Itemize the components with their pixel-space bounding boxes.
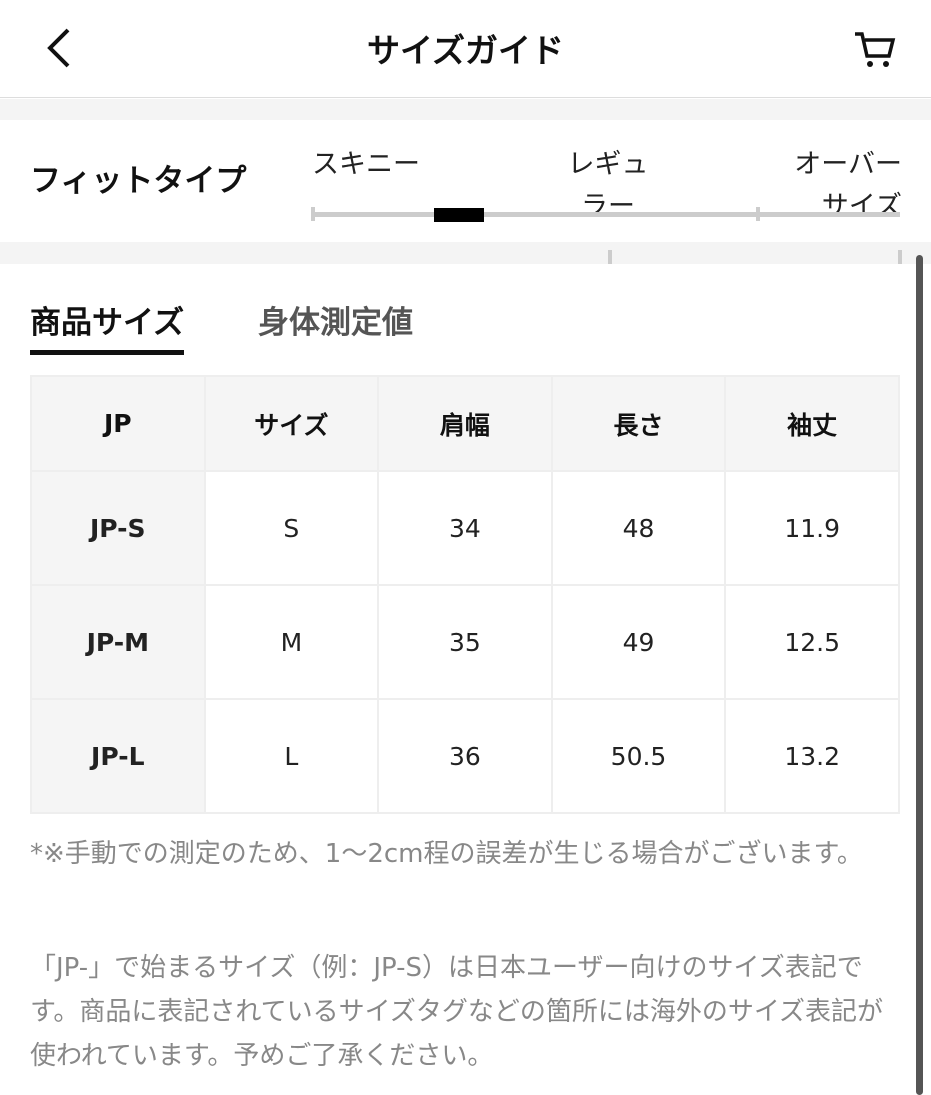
fit-option-label: スキニー bbox=[312, 149, 420, 180]
cell: 12.5 bbox=[724, 584, 900, 700]
cell: 13.2 bbox=[724, 698, 900, 814]
header-length: 長さ bbox=[550, 375, 727, 472]
cell: JP-L bbox=[30, 698, 206, 814]
cell: 11.9 bbox=[724, 470, 900, 586]
jp-size-note: 「JP-」で始まるサイズ（例：JP-S）は日本ユーザー向けのサイズ表記です。商品… bbox=[30, 953, 884, 1071]
fit-slider-track bbox=[312, 212, 900, 217]
measurement-note: *※手動での測定のため、1〜2cm程の誤差が生じる場合がございます。 bbox=[30, 839, 863, 869]
cell: 49 bbox=[550, 584, 727, 700]
tab-product-size[interactable]: 商品サイズ bbox=[30, 297, 185, 355]
slider-tick bbox=[898, 250, 902, 264]
size-table: JP サイズ 肩幅 長さ 袖丈 JP-S S 34 48 11.9 JP-M M… bbox=[30, 375, 900, 814]
header-size: サイズ bbox=[203, 375, 380, 472]
header-jp: JP bbox=[30, 375, 206, 472]
divider-band bbox=[0, 242, 931, 264]
cell: 35 bbox=[377, 584, 553, 700]
cell: M bbox=[203, 584, 380, 700]
table-row: JP-L L 36 50.5 13.2 bbox=[30, 698, 900, 814]
header-sleeve: 袖丈 bbox=[724, 375, 900, 472]
fit-option-label: サイズ bbox=[821, 191, 902, 222]
cart-icon[interactable] bbox=[852, 28, 898, 70]
fit-option-regular[interactable]: レギュラー bbox=[566, 144, 650, 228]
scrollbar[interactable] bbox=[916, 255, 923, 1095]
table-row: JP-S S 34 48 11.9 bbox=[30, 470, 900, 586]
fit-type-label: フィットタイプ bbox=[30, 163, 247, 199]
cell: 36 bbox=[377, 698, 553, 814]
chevron-left-icon[interactable] bbox=[40, 26, 80, 70]
cell: S bbox=[203, 470, 380, 586]
fit-slider-thumb bbox=[434, 208, 484, 222]
tab-body-measurements[interactable]: 身体測定値 bbox=[258, 305, 413, 341]
table-row: JP-M M 35 49 12.5 bbox=[30, 584, 900, 700]
slider-tick bbox=[756, 207, 760, 221]
cell: 34 bbox=[377, 470, 553, 586]
cell: JP-M bbox=[30, 584, 206, 700]
fit-option-label: オーバー bbox=[794, 149, 902, 180]
slider-tick bbox=[608, 250, 612, 264]
header-shoulder: 肩幅 bbox=[377, 375, 553, 472]
table-header-row: JP サイズ 肩幅 長さ 袖丈 bbox=[30, 375, 900, 472]
fit-option-skinny[interactable]: スキニー bbox=[312, 144, 420, 186]
slider-tick bbox=[311, 207, 315, 221]
divider-band bbox=[0, 99, 931, 120]
cell: L bbox=[203, 698, 380, 814]
cell: 48 bbox=[550, 470, 727, 586]
cell: 50.5 bbox=[550, 698, 727, 814]
fit-option-label: レギュラー bbox=[567, 149, 649, 222]
page-title: サイズガイド bbox=[366, 31, 564, 70]
cell: JP-S bbox=[30, 470, 206, 586]
header: サイズガイド bbox=[0, 0, 931, 98]
